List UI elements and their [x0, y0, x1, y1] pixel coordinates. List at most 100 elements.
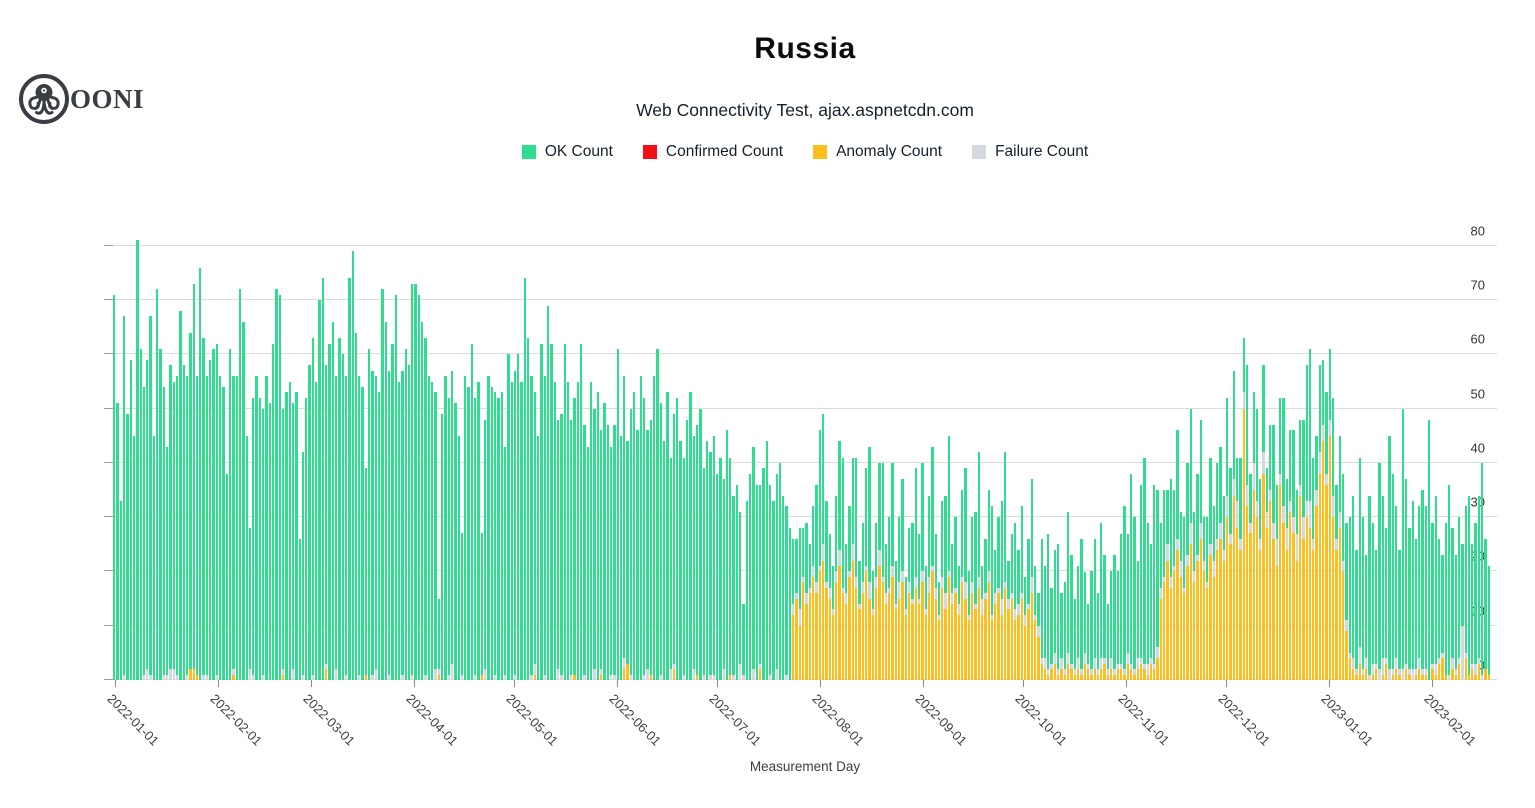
bar[interactable]	[1335, 235, 1338, 680]
bar[interactable]	[874, 235, 878, 680]
bar[interactable]	[1120, 235, 1123, 680]
bar[interactable]	[166, 235, 169, 680]
bar[interactable]	[603, 235, 606, 680]
bar[interactable]	[586, 235, 590, 680]
bar[interactable]	[1288, 235, 1292, 680]
bar[interactable]	[725, 235, 729, 680]
bar[interactable]	[672, 235, 676, 680]
bar[interactable]	[1153, 235, 1156, 680]
bar[interactable]	[679, 235, 682, 680]
bar[interactable]	[855, 235, 858, 680]
bar[interactable]	[288, 235, 292, 680]
bar[interactable]	[245, 235, 249, 680]
bar[interactable]	[782, 235, 785, 680]
bar[interactable]	[639, 235, 643, 680]
bar[interactable]	[1318, 235, 1322, 680]
bar[interactable]	[192, 235, 196, 680]
bar[interactable]	[1441, 235, 1444, 680]
bar[interactable]	[387, 235, 391, 680]
bar[interactable]	[225, 235, 229, 680]
bar[interactable]	[643, 235, 646, 680]
bar[interactable]	[1129, 235, 1133, 680]
bar[interactable]	[742, 235, 745, 680]
bar[interactable]	[378, 235, 381, 680]
bar[interactable]	[1305, 235, 1309, 680]
bar[interactable]	[484, 235, 487, 680]
bar[interactable]	[1484, 235, 1487, 680]
bar[interactable]	[921, 235, 924, 680]
bar[interactable]	[659, 235, 663, 680]
bar[interactable]	[1146, 235, 1150, 680]
bar[interactable]	[811, 235, 815, 680]
bar[interactable]	[1282, 235, 1285, 680]
bar[interactable]	[649, 235, 653, 680]
bar[interactable]	[599, 235, 603, 680]
bar[interactable]	[1302, 235, 1305, 680]
bar[interactable]	[1116, 235, 1120, 680]
bar[interactable]	[1464, 235, 1468, 680]
bar[interactable]	[1424, 235, 1428, 680]
bar[interactable]	[1057, 235, 1060, 680]
bar[interactable]	[142, 235, 146, 680]
bar[interactable]	[1010, 235, 1014, 680]
bar[interactable]	[1315, 235, 1318, 680]
bar[interactable]	[1358, 235, 1362, 680]
bar[interactable]	[696, 235, 699, 680]
bar[interactable]	[1454, 235, 1458, 680]
bar[interactable]	[1232, 235, 1236, 680]
bar[interactable]	[821, 235, 825, 680]
bar[interactable]	[901, 235, 904, 680]
bar[interactable]	[1050, 235, 1053, 680]
bar[interactable]	[805, 235, 808, 680]
bar[interactable]	[537, 235, 540, 680]
bar[interactable]	[1169, 235, 1173, 680]
bar[interactable]	[470, 235, 474, 680]
bar[interactable]	[1123, 235, 1126, 680]
bar[interactable]	[219, 235, 222, 680]
bar[interactable]	[1096, 235, 1100, 680]
bar[interactable]	[374, 235, 378, 680]
bar[interactable]	[285, 235, 288, 680]
bar[interactable]	[338, 235, 341, 680]
bar[interactable]	[911, 235, 914, 680]
bar[interactable]	[629, 235, 633, 680]
bar[interactable]	[722, 235, 726, 680]
bar[interactable]	[914, 235, 918, 680]
bar[interactable]	[1063, 235, 1067, 680]
bar[interactable]	[917, 235, 921, 680]
bar[interactable]	[172, 235, 176, 680]
bar[interactable]	[613, 235, 616, 680]
bar[interactable]	[1322, 235, 1325, 680]
bar[interactable]	[132, 235, 136, 680]
bar[interactable]	[868, 235, 871, 680]
bar[interactable]	[444, 235, 447, 680]
bar[interactable]	[1047, 235, 1050, 680]
bar[interactable]	[715, 235, 719, 680]
bar[interactable]	[152, 235, 156, 680]
bar[interactable]	[1394, 235, 1398, 680]
bar[interactable]	[792, 235, 795, 680]
bar[interactable]	[242, 235, 245, 680]
bar[interactable]	[573, 235, 576, 680]
bar[interactable]	[1229, 235, 1232, 680]
bar[interactable]	[1431, 235, 1434, 680]
bar[interactable]	[961, 235, 964, 680]
bar[interactable]	[368, 235, 371, 680]
bar[interactable]	[861, 235, 865, 680]
bar[interactable]	[692, 235, 696, 680]
bar[interactable]	[1401, 235, 1405, 680]
bar[interactable]	[497, 235, 500, 680]
bar[interactable]	[500, 235, 504, 680]
bar[interactable]	[1255, 235, 1259, 680]
bar[interactable]	[884, 235, 888, 680]
bar[interactable]	[517, 235, 520, 680]
bar[interactable]	[984, 235, 987, 680]
bar[interactable]	[361, 235, 364, 680]
bar[interactable]	[510, 235, 514, 680]
bar[interactable]	[1371, 235, 1375, 680]
bar[interactable]	[129, 235, 133, 680]
bar[interactable]	[891, 235, 894, 680]
bar[interactable]	[228, 235, 232, 680]
bar[interactable]	[540, 235, 543, 680]
bar[interactable]	[623, 235, 626, 680]
